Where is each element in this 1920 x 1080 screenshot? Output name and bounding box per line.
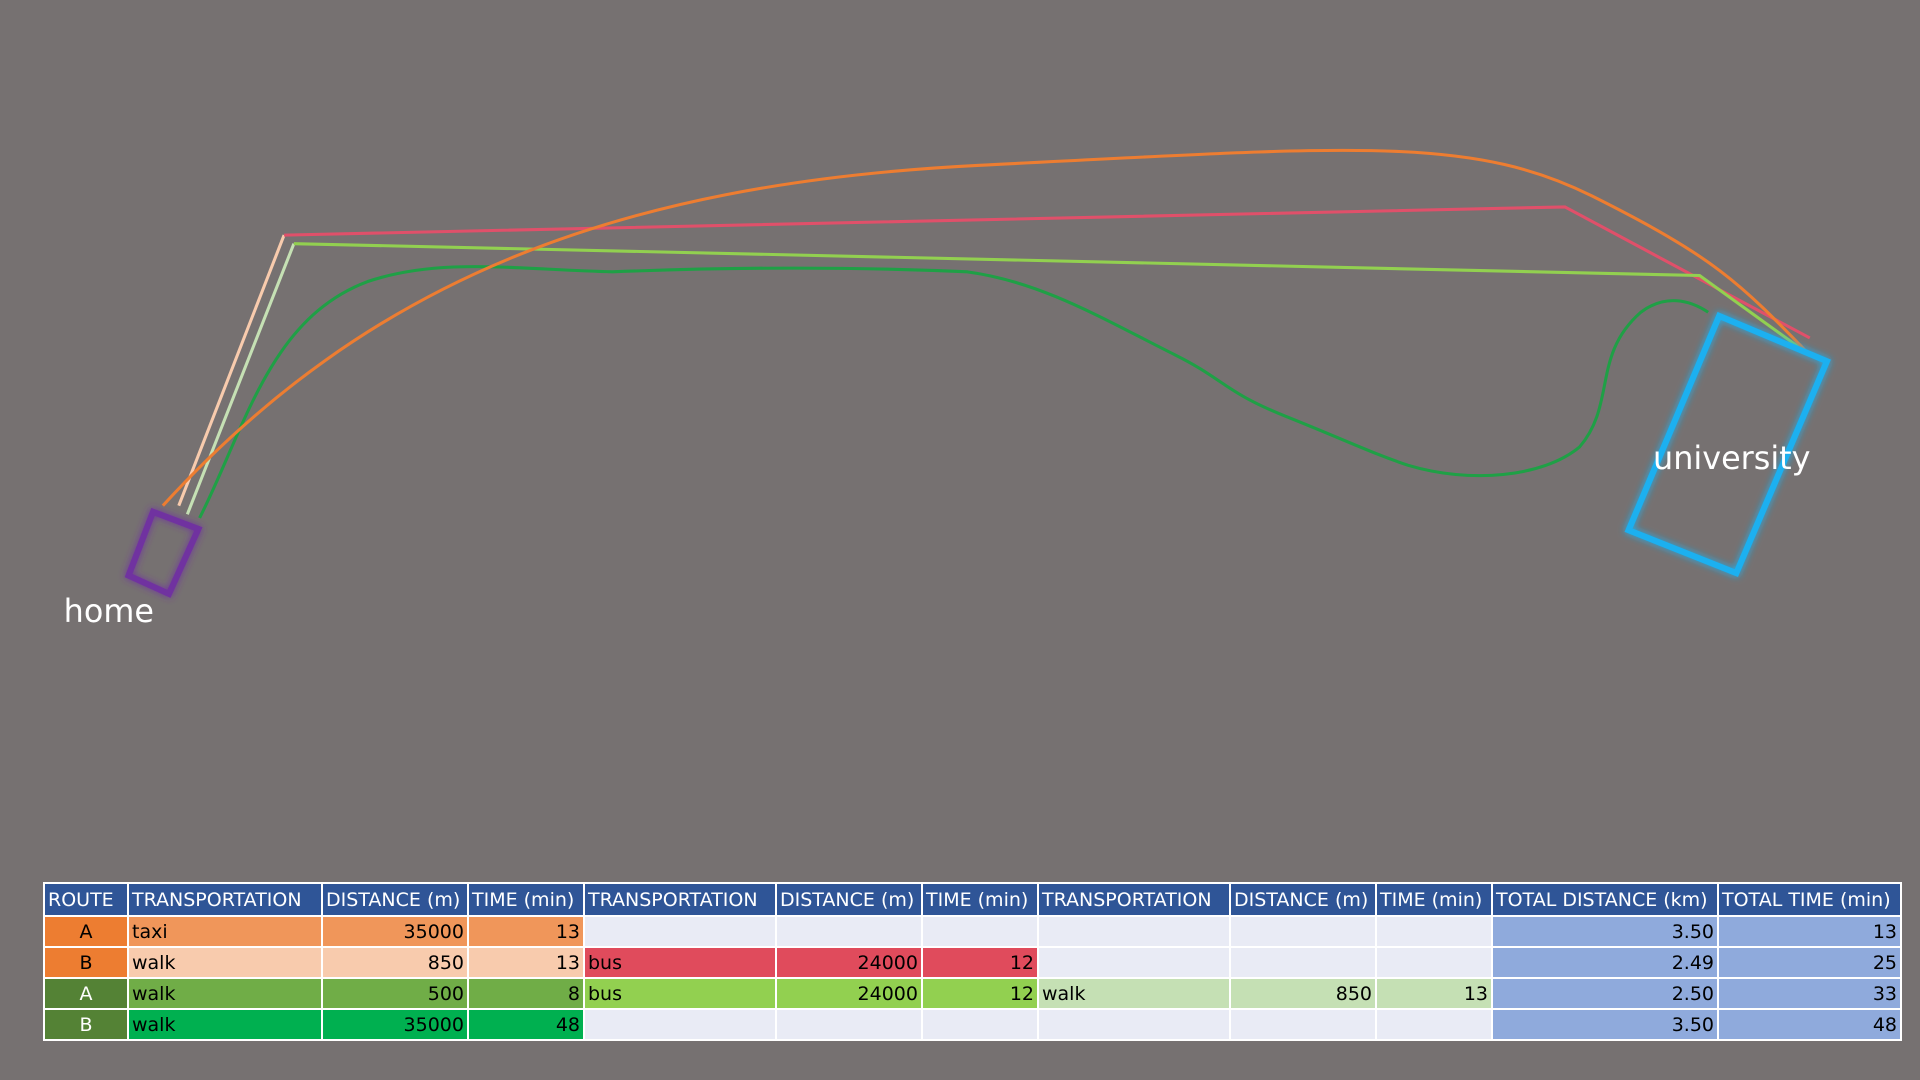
table-cell bbox=[583, 1008, 777, 1041]
university-marker bbox=[1624, 311, 1831, 578]
table-cell: 25 bbox=[1717, 946, 1902, 979]
header-cell: ROUTE bbox=[43, 882, 129, 917]
table-cell bbox=[1037, 946, 1231, 979]
header-cell: TRANSPORTATION bbox=[583, 882, 777, 917]
home-marker bbox=[124, 507, 203, 598]
table-cell: 850 bbox=[321, 946, 469, 979]
table-cell: 13 bbox=[467, 946, 585, 979]
table-cell: B bbox=[43, 946, 129, 979]
route-segment bbox=[198, 265, 1710, 519]
header-cell: DISTANCE (m) bbox=[321, 882, 469, 917]
route-segment bbox=[161, 148, 1811, 507]
university-label: university bbox=[1653, 439, 1810, 477]
route-segment bbox=[177, 234, 286, 507]
table-cell: walk bbox=[1037, 977, 1231, 1010]
table-cell: 33 bbox=[1717, 977, 1902, 1010]
table-cell: 3.50 bbox=[1491, 1008, 1719, 1041]
route-segment bbox=[293, 242, 1811, 357]
table-cell: A bbox=[43, 915, 129, 948]
header-cell: TOTAL TIME (min) bbox=[1717, 882, 1902, 917]
table-cell bbox=[1375, 946, 1493, 979]
table-cell bbox=[583, 915, 777, 948]
table-cell: 24000 bbox=[775, 977, 923, 1010]
table-cell: 3.50 bbox=[1491, 915, 1719, 948]
home-label: home bbox=[64, 592, 154, 630]
table-cell: 35000 bbox=[321, 1008, 469, 1041]
table-cell: 35000 bbox=[321, 915, 469, 948]
table-cell bbox=[1037, 1008, 1231, 1041]
table-cell bbox=[775, 915, 923, 948]
table-cell: taxi bbox=[127, 915, 323, 948]
table-cell: 500 bbox=[321, 977, 469, 1010]
table-cell: walk bbox=[127, 946, 323, 979]
table-cell bbox=[775, 1008, 923, 1041]
table-cell: 48 bbox=[1717, 1008, 1902, 1041]
table-cell: bus bbox=[583, 946, 777, 979]
route-table: ROUTE TRANSPORTATION DISTANCE (m) TIME (min… bbox=[43, 882, 1902, 1041]
table-cell: 13 bbox=[1717, 915, 1902, 948]
table-cell bbox=[1375, 915, 1493, 948]
table-cell: walk bbox=[127, 977, 323, 1010]
header-cell: TOTAL DISTANCE (km) bbox=[1491, 882, 1719, 917]
table-cell: 12 bbox=[921, 977, 1039, 1010]
header-cell: TRANSPORTATION bbox=[127, 882, 323, 917]
header-cell: DISTANCE (m) bbox=[1229, 882, 1377, 917]
table-cell bbox=[1229, 915, 1377, 948]
header-cell: TIME (min) bbox=[1375, 882, 1493, 917]
header-cell: TIME (min) bbox=[921, 882, 1039, 917]
table-cell: walk bbox=[127, 1008, 323, 1041]
table-cell: bus bbox=[583, 977, 777, 1010]
table-cell: 8 bbox=[467, 977, 585, 1010]
table-cell bbox=[921, 1008, 1039, 1041]
table-cell: 2.50 bbox=[1491, 977, 1719, 1010]
table-cell: B bbox=[43, 1008, 129, 1041]
table-cell: 2.49 bbox=[1491, 946, 1719, 979]
header-cell: TRANSPORTATION bbox=[1037, 882, 1231, 917]
route-segment bbox=[185, 243, 296, 515]
table-cell bbox=[1229, 946, 1377, 979]
table-cell: 13 bbox=[467, 915, 585, 948]
table-cell bbox=[921, 915, 1039, 948]
table-cell: 48 bbox=[467, 1008, 585, 1041]
header-cell: DISTANCE (m) bbox=[775, 882, 923, 917]
table-cell bbox=[1229, 1008, 1377, 1041]
header-row: ROUTE TRANSPORTATION DISTANCE (m) TIME (min… bbox=[43, 882, 1902, 917]
table-cell: 24000 bbox=[775, 946, 923, 979]
table-cell: A bbox=[43, 977, 129, 1010]
table-cell bbox=[1037, 915, 1231, 948]
table-cell bbox=[1375, 1008, 1493, 1041]
table-cell: 850 bbox=[1229, 977, 1377, 1010]
table-cell: 12 bbox=[921, 946, 1039, 979]
table-cell: 13 bbox=[1375, 977, 1493, 1010]
header-cell: TIME (min) bbox=[467, 882, 585, 917]
